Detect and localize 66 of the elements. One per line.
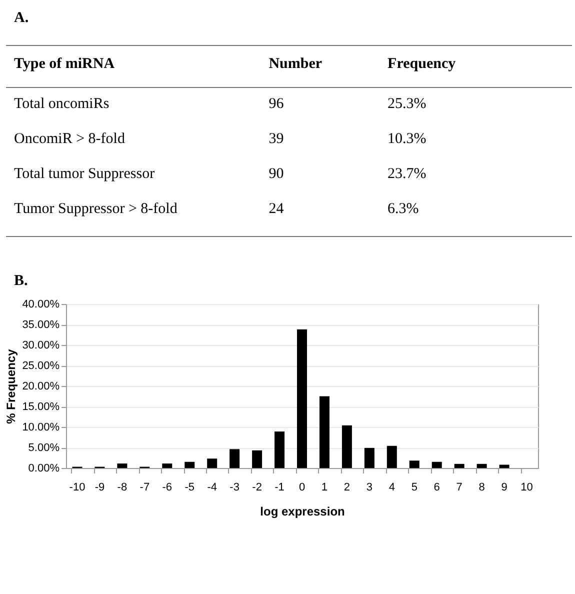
x-tick-label: -10 [69,482,86,494]
y-axis-title: % Frequency [4,348,18,424]
bar [207,458,218,468]
bar [499,464,510,468]
x-tick-label: 5 [411,482,418,494]
text: 39 [268,130,285,149]
text: 10.3% [386,130,428,149]
text: 25.3% [386,95,428,114]
text: 23.7% [386,165,428,184]
bar [184,462,195,468]
x-tick-label: 0 [298,482,306,494]
text: Tumor Suppressor > 8-fold [6,193,261,236]
chart-title: B. [14,273,29,290]
bar [252,450,262,468]
x-tick-label: 7 [456,482,462,494]
x-tick-label: -9 [94,482,105,494]
x-axis-title: log expression [260,504,345,518]
bar [162,463,172,468]
x-tick-label: 9 [501,482,508,494]
bar [409,460,420,468]
y-tick-label: 15.00% [22,401,60,413]
bar [454,464,464,468]
text: Total oncomiRs [13,95,110,114]
x-tick-label: -8 [117,482,128,494]
x-tick-label: -4 [207,482,217,494]
text: Frequency [380,46,572,88]
x-tick-label: -1 [274,482,284,494]
y-tick-label: 20.00% [22,380,60,392]
y-tick-label: 30.00% [22,340,60,352]
bar [319,396,330,468]
x-tick-label: 10 [520,482,533,494]
y-tick-label: 0.00% [28,462,60,474]
y-tick-label: 35.00% [22,319,60,331]
x-tick-label: 1 [321,482,328,494]
text: 90 [268,165,285,184]
text: Number [260,46,380,88]
x-tick-label: 4 [388,482,395,494]
bar [476,464,487,468]
y-tick-label: 5.00% [28,442,60,454]
y-tick-label: 10.00% [22,422,60,434]
text: 6.3% [380,193,572,236]
bar [364,448,374,468]
text: Total tumor Suppressor [13,165,156,184]
bar [297,329,307,468]
text: 96 [268,95,285,114]
y-tick-label: 40.00% [22,298,60,310]
x-tick-label: 3 [366,482,372,494]
bar [274,432,285,468]
x-tick-label: -6 [162,482,172,494]
bar [386,446,397,468]
text: OncomiR > 8-fold [13,130,126,149]
y-tick-label: 25.00% [22,360,60,372]
bar [117,463,128,468]
x-tick-label: -5 [184,482,195,494]
text: 24 [260,193,380,236]
x-tick-label: 2 [344,482,350,494]
x-tick-label: 8 [478,482,485,494]
text: Type of miRNA [6,46,261,88]
x-tick-label: -2 [252,482,262,494]
x-tick-label: -3 [230,482,240,494]
bar [432,462,442,468]
x-tick-label: -7 [140,482,150,494]
bar [230,449,240,468]
bar [342,425,352,468]
x-tick-label: 6 [434,482,440,494]
text: A. [14,10,30,27]
